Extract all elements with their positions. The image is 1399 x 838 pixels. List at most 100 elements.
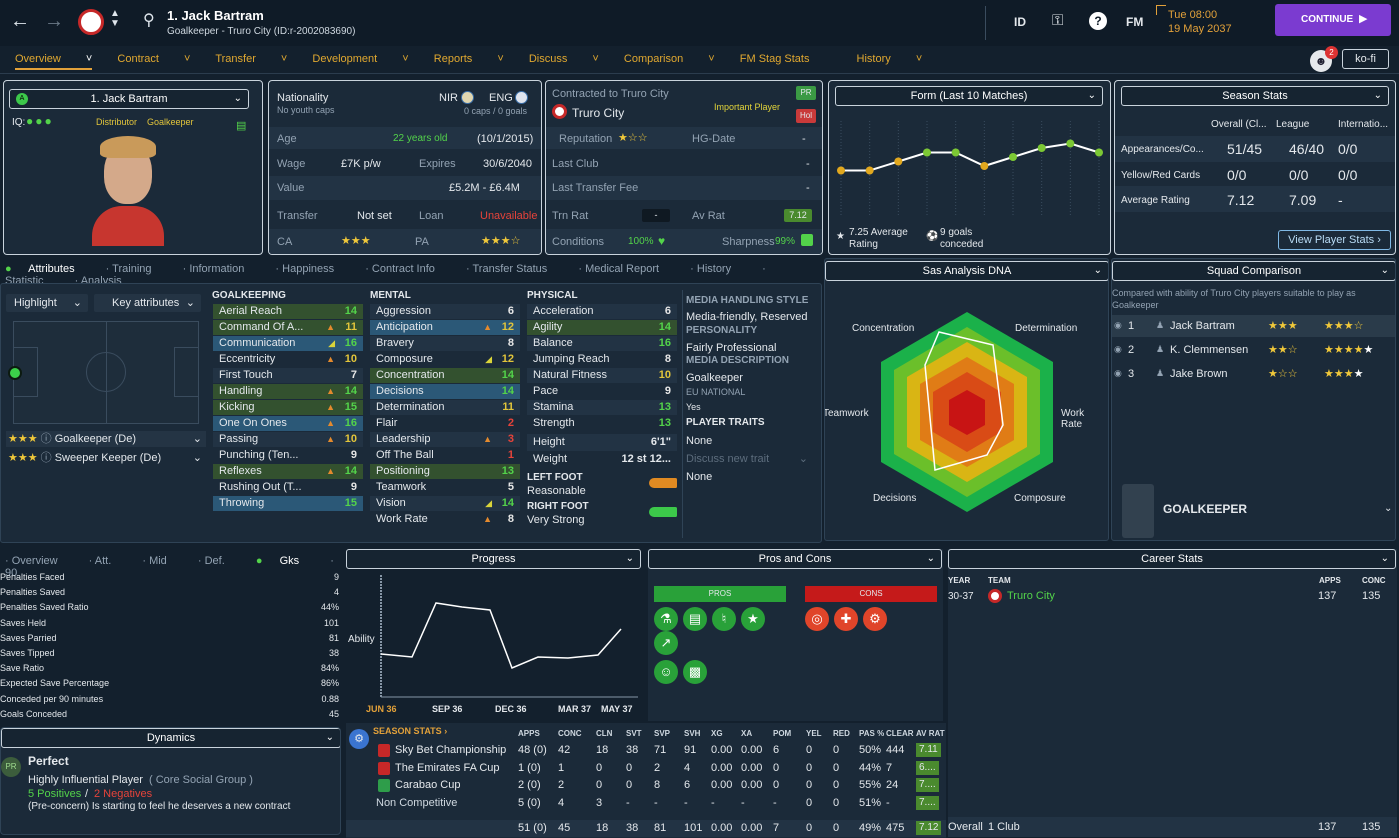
nav-transfer[interactable]: Transfer ˅	[215, 53, 288, 65]
attribute-row[interactable]: Aerial Reach 14	[213, 304, 363, 319]
search-icon[interactable]: ⚲	[143, 12, 155, 29]
id-button[interactable]: ID	[1014, 15, 1026, 29]
attribute-row[interactable]: Off The Ball 1	[370, 448, 520, 463]
career-team[interactable]: Truro City	[1007, 590, 1055, 602]
clipboard-icon[interactable]: ▩	[683, 660, 707, 684]
tab-att[interactable]: · Att.	[88, 555, 112, 567]
form-point[interactable]	[1095, 148, 1103, 157]
trend-up-icon[interactable]: ↗	[654, 631, 678, 655]
attribute-row[interactable]: Natural Fitness 10	[527, 368, 677, 383]
form-point[interactable]	[923, 148, 931, 157]
tab-happiness[interactable]: · Happiness	[275, 263, 335, 275]
form-point[interactable]	[1009, 153, 1017, 161]
attribute-row[interactable]: Stamina 13	[527, 400, 677, 415]
attribute-row[interactable]: Handling ▲ 14	[213, 384, 363, 399]
form-point[interactable]	[865, 166, 874, 175]
attribute-row[interactable]: Anticipation ▲ 12	[370, 320, 520, 335]
attribute-row[interactable]: Throwing 15	[213, 496, 363, 511]
target-icon[interactable]: ◎	[805, 607, 829, 631]
attribute-row[interactable]: Composure ◢ 12	[370, 352, 520, 367]
squad-row[interactable]: ◉ 2 ♟ K. Clemmensen ★★☆ ★★★★★	[1112, 339, 1395, 361]
attribute-row[interactable]: Positioning 13	[370, 464, 520, 479]
nav-development[interactable]: Development ˅	[312, 53, 409, 65]
attribute-row[interactable]: Strength 13	[527, 416, 677, 431]
tab-overview[interactable]: · Overview	[5, 555, 58, 567]
attribute-row[interactable]: Command Of A... ▲ 11	[213, 320, 363, 335]
chevron-down-icon[interactable]: ⌄	[1384, 503, 1393, 514]
season-table-row[interactable]: Carabao Cup 2 (0) 2 0 0 8 6 0.00 0.00 0 0 0 55% 24 7..…	[346, 777, 946, 794]
nav-discuss[interactable]: Discuss ˅	[528, 53, 599, 65]
help-icon[interactable]: ?	[1089, 12, 1107, 30]
nav-contract[interactable]: Contract ˅	[117, 53, 191, 65]
tab-information[interactable]: · Information	[182, 263, 245, 275]
head-icon[interactable]: ☺	[654, 660, 678, 684]
tab-medical-report[interactable]: · Medical Report	[578, 263, 660, 275]
nav-fm-stag-stats[interactable]: FM Stag Stats	[739, 53, 810, 65]
attribute-row[interactable]: Bravery 8	[370, 336, 520, 351]
chevron-updown-icon[interactable]: ▲ ▼	[110, 8, 120, 29]
form-point[interactable]	[1037, 144, 1046, 152]
tab-90[interactable]: · 90	[5, 555, 334, 579]
forward-arrow-icon[interactable]: →	[44, 10, 64, 32]
club-name[interactable]: Truro City	[572, 106, 625, 120]
form-point[interactable]	[951, 148, 960, 157]
tab-attributes[interactable]: ● Attributes	[5, 263, 75, 275]
season-table-title[interactable]: SEASON STATS ›	[373, 726, 448, 736]
attribute-row[interactable]: Communication ◢ 16	[213, 336, 363, 351]
attribute-row[interactable]: Acceleration 6	[527, 304, 677, 319]
attribute-row[interactable]: Punching (Ten... 9	[213, 448, 363, 463]
nav-comparison[interactable]: Comparison ˅	[623, 53, 715, 65]
season-dropdown[interactable]: Season Stats ⌄	[1121, 86, 1389, 106]
attribute-row[interactable]: First Touch 7	[213, 368, 363, 383]
attribute-row[interactable]: Leadership ▲ 3	[370, 432, 520, 447]
dna-dropdown[interactable]: Sas Analysis DNA ⌄	[825, 261, 1108, 281]
attribute-row[interactable]: Passing ▲ 10	[213, 432, 363, 447]
stats-settings-icon[interactable]: ⚙	[349, 729, 369, 749]
career-dropdown[interactable]: Career Stats ⌄	[948, 549, 1396, 569]
attribute-row[interactable]: Kicking ▲ 15	[213, 400, 363, 415]
squad-row[interactable]: ◉ 3 ♟ Jake Brown ★☆☆ ★★★★	[1112, 363, 1395, 385]
attribute-row[interactable]: Decisions 14	[370, 384, 520, 399]
attribute-row[interactable]: Pace 9	[527, 384, 677, 399]
tab-history[interactable]: · History	[690, 263, 732, 275]
view-player-stats-button[interactable]: View Player Stats ›	[1278, 230, 1391, 250]
form-point[interactable]	[1066, 139, 1075, 148]
season-table-row[interactable]: The Emirates FA Cup 1 (0) 1 0 0 2 4 0.00 0.00 0 0 0…	[346, 760, 946, 777]
dynamics-dropdown[interactable]: Dynamics ⌄	[1, 728, 340, 748]
attribute-row[interactable]: Flair 2	[370, 416, 520, 431]
tab-gks[interactable]: ● Gks	[255, 555, 300, 567]
attribute-row[interactable]: Jumping Reach 8	[527, 352, 677, 367]
form-dropdown[interactable]: Form (Last 10 Matches) ⌄	[835, 86, 1103, 106]
proscons-dropdown[interactable]: Pros and Cons ⌄	[648, 549, 942, 569]
tab-mid[interactable]: · Mid	[142, 555, 167, 567]
tab-def[interactable]: · Def.	[197, 555, 225, 567]
attribute-row[interactable]: Aggression 6	[370, 304, 520, 319]
key-attributes-dropdown[interactable]: Key attributes ⌄	[94, 294, 201, 312]
form-point[interactable]	[894, 157, 903, 166]
megaphone-icon[interactable]: ♮	[712, 607, 736, 631]
highlight-dropdown[interactable]: Highlight ⌄	[6, 294, 88, 312]
tab-transfer-status[interactable]: · Transfer Status	[465, 263, 548, 275]
attribute-row[interactable]: Concentration 14	[370, 368, 520, 383]
tab-contract-info[interactable]: · Contract Info	[365, 263, 435, 275]
squad-dropdown[interactable]: Squad Comparison ⌄	[1112, 261, 1395, 281]
continue-button[interactable]: CONTINUE ▶	[1275, 4, 1391, 36]
club-badge-icon[interactable]	[78, 9, 104, 35]
attribute-row[interactable]: Reflexes ▲ 14	[213, 464, 363, 479]
nav-overview[interactable]: Overview ˅	[15, 53, 93, 70]
attribute-row[interactable]: Teamwork 5	[370, 480, 520, 495]
attribute-row[interactable]: Work Rate ▲ 8	[370, 512, 520, 527]
medical-cross-icon[interactable]: ✚	[834, 607, 858, 631]
document-icon[interactable]: ▤	[683, 607, 707, 631]
tab-training[interactable]: · Training	[105, 263, 152, 275]
gear-icon[interactable]: ⚙	[863, 607, 887, 631]
kofi-button[interactable]: ko-fi	[1342, 49, 1389, 69]
nav-reports[interactable]: Reports ˅	[433, 53, 504, 65]
attribute-row[interactable]: Eccentricity ▲ 10	[213, 352, 363, 367]
clipboard-icon[interactable]: ▤	[236, 120, 247, 132]
fm-button[interactable]: FM	[1126, 15, 1144, 29]
season-table-row[interactable]: Non Competitive 5 (0) 4 3- - - - - -0 0 51% -7....	[346, 795, 946, 812]
attribute-row[interactable]: Rushing Out (T... 9	[213, 480, 363, 495]
star-icon[interactable]: ★	[741, 607, 765, 631]
form-point[interactable]	[837, 166, 845, 175]
